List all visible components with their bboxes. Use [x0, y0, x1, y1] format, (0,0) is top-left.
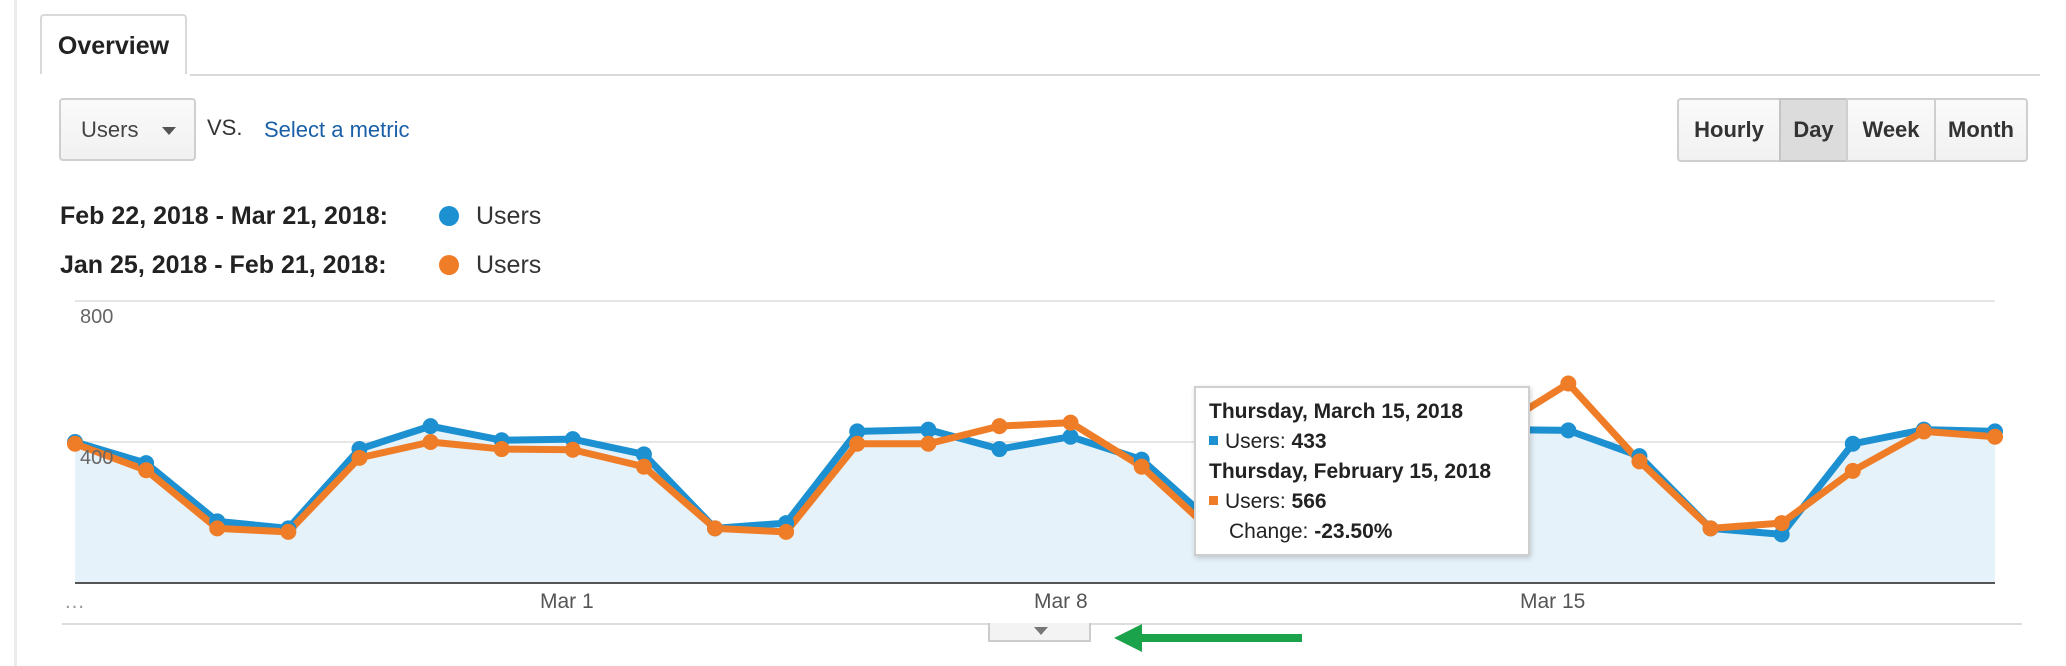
period-month-button[interactable]: Month [1934, 98, 2028, 162]
series-current-point [991, 441, 1008, 458]
period-hourly-button[interactable]: Hourly [1677, 98, 1781, 162]
series-previous-point [564, 441, 581, 458]
series-current-point [849, 423, 866, 440]
series-previous-point [1631, 453, 1648, 470]
series-previous-point [1773, 515, 1790, 532]
series-previous-point [991, 418, 1008, 435]
series-previous-line [73, 379, 1996, 536]
period-week-button[interactable]: Week [1846, 98, 1936, 162]
select-metric-link[interactable]: Select a metric [264, 117, 410, 142]
series-current-point [1560, 422, 1577, 439]
series-previous-point [1133, 458, 1150, 475]
legend-previous-metric: Users [476, 251, 542, 279]
caret-down-icon [162, 127, 176, 135]
x-tick-mar-15: Mar 15 [1520, 590, 1586, 613]
legend-current-range: Feb 22, 2018 - Mar 21, 2018: [60, 202, 388, 230]
series-previous-point [1987, 428, 2003, 445]
tooltip-previous-date: Thursday, February 15, 2018 [1209, 460, 1492, 483]
tooltip-change-value: -23.50% [1314, 520, 1393, 543]
series-current-point [1773, 526, 1790, 543]
series-previous-point [493, 441, 510, 458]
series-current-point [1062, 428, 1079, 445]
chevron-down-icon [1034, 627, 1048, 635]
chart-expand-toggle[interactable] [988, 623, 1091, 642]
x-tick-mar-8: Mar 8 [1034, 590, 1088, 613]
metric-dropdown[interactable]: Users [59, 98, 196, 161]
series-current-point [1844, 435, 1861, 452]
series-current-point [920, 421, 937, 438]
series-previous-point [707, 520, 723, 537]
series-previous-point [778, 523, 795, 540]
tooltip-current-label: Users: [1225, 430, 1292, 453]
tooltip-change: Change: -23.50% [1229, 520, 1392, 544]
series-previous-point [422, 434, 439, 450]
series-previous-point [1915, 423, 1932, 440]
x-tick-ellipsis: … [64, 590, 85, 613]
series-previous-point [280, 523, 297, 540]
series-previous-point [1844, 462, 1861, 479]
tooltip-change-label: Change: [1229, 520, 1315, 543]
tab-overview[interactable]: Overview [40, 14, 187, 74]
tooltip-previous-users: Users: 566 [1209, 490, 1327, 514]
series-previous-point [635, 458, 652, 475]
tooltip-previous-label: Users: [1225, 490, 1292, 513]
series-previous-point [351, 449, 368, 466]
tab-underline [190, 74, 2040, 76]
series-current-point [422, 418, 439, 435]
series-previous-point [138, 462, 155, 479]
metric-dropdown-value: Users [81, 117, 139, 142]
series-previous-point [849, 435, 866, 452]
tooltip-current-date: Thursday, March 15, 2018 [1209, 400, 1464, 423]
legend-current-metric: Users [476, 202, 542, 230]
data-point-tooltip: Thursday, March 15, 2018 Users: 433 Thur… [1194, 386, 1530, 556]
vs-label: VS. [207, 115, 243, 140]
period-day-button[interactable]: Day [1779, 98, 1848, 162]
legend-current-dot-icon [439, 206, 459, 226]
x-tick-mar-1: Mar 1 [540, 590, 594, 613]
series-previous-point [920, 435, 937, 452]
tooltip-previous-square-icon [1209, 496, 1218, 505]
tooltip-current-users: Users: 433 [1209, 430, 1327, 454]
y-tick-400: 400 [80, 447, 114, 469]
y-tick-800: 800 [80, 306, 114, 328]
series-current-point [635, 446, 652, 463]
annotation-arrow-icon [1114, 624, 1302, 652]
series-previous-point [1560, 375, 1577, 392]
legend-previous-range: Jan 25, 2018 - Feb 21, 2018: [60, 251, 387, 279]
series-previous-point [1702, 520, 1719, 537]
legend-previous-dot-icon [439, 255, 459, 275]
left-border [14, 0, 17, 666]
tooltip-current-value: 433 [1291, 430, 1327, 453]
tooltip-current-square-icon [1209, 436, 1218, 445]
tooltip-previous-value: 566 [1291, 490, 1327, 513]
series-previous-point [209, 520, 226, 537]
series-previous-point [1062, 414, 1079, 431]
series-previous-point [67, 435, 83, 452]
